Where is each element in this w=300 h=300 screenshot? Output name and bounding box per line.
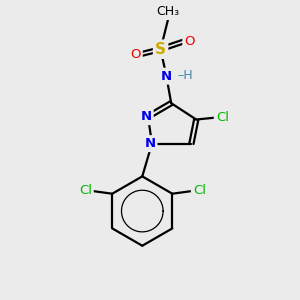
- Text: S: S: [155, 42, 166, 57]
- Text: N: N: [141, 110, 152, 123]
- Text: Cl: Cl: [79, 184, 92, 197]
- Text: CH₃: CH₃: [157, 5, 180, 18]
- Text: –H: –H: [177, 69, 193, 82]
- Text: Cl: Cl: [193, 184, 206, 197]
- Text: Cl: Cl: [216, 111, 229, 124]
- Text: N: N: [161, 70, 172, 83]
- Text: O: O: [130, 47, 141, 61]
- Text: N: N: [144, 137, 156, 150]
- Text: O: O: [184, 35, 195, 48]
